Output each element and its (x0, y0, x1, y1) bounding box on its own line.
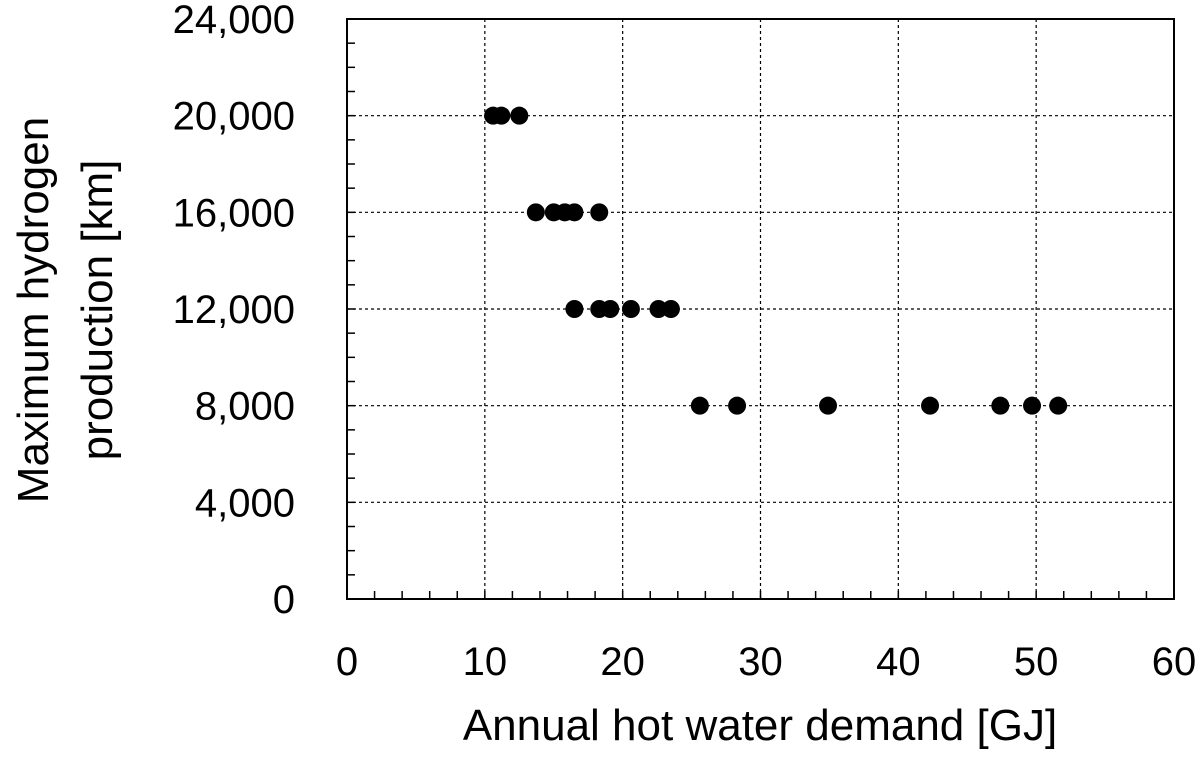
y-tick-label: 16,000 (173, 191, 295, 235)
data-point (1023, 396, 1042, 415)
x-axis-title: Annual hot water demand [GJ] (463, 701, 1057, 750)
y-tick-label: 12,000 (173, 288, 295, 332)
y-tick-label: 24,000 (173, 0, 295, 42)
y-tick-label: 20,000 (173, 95, 295, 139)
y-axis-title-line-2: production [km] (73, 160, 122, 461)
x-tick-label: 20 (600, 640, 645, 684)
grid-lines (347, 19, 1174, 599)
data-point (1049, 396, 1068, 415)
data-point (621, 300, 640, 318)
data-points (484, 106, 1068, 415)
y-tick-label: 0 (273, 578, 295, 622)
y-tick-label: 8,000 (195, 385, 295, 429)
y-axis-title-line-1: Maximum hydrogen (9, 117, 58, 503)
x-tick-label: 50 (1014, 640, 1059, 684)
data-point (590, 203, 609, 222)
x-tick-label: 60 (1152, 640, 1197, 684)
data-point (565, 300, 584, 318)
x-tick-labels: 0 10 20 30 40 50 60 (336, 640, 1196, 684)
data-point (728, 396, 747, 415)
x-tick-label: 10 (463, 640, 508, 684)
data-point (991, 396, 1010, 415)
data-point (921, 396, 940, 415)
x-tick-label: 40 (876, 640, 921, 684)
data-point (565, 203, 584, 222)
data-point (819, 396, 838, 415)
data-point (510, 106, 529, 125)
x-tick-label: 30 (738, 640, 783, 684)
x-tick-label: 0 (336, 640, 358, 684)
data-point (661, 300, 680, 318)
plot-frame (346, 18, 1175, 600)
y-tick-labels: 0 4,000 8,000 12,000 16,000 20,000 24,000 (173, 0, 295, 622)
minor-ticks (347, 42, 1148, 599)
data-point (526, 203, 545, 222)
data-point (601, 300, 620, 318)
data-point (690, 396, 709, 415)
data-point (492, 106, 511, 125)
y-tick-label: 4,000 (195, 481, 295, 525)
data-point (649, 300, 668, 318)
